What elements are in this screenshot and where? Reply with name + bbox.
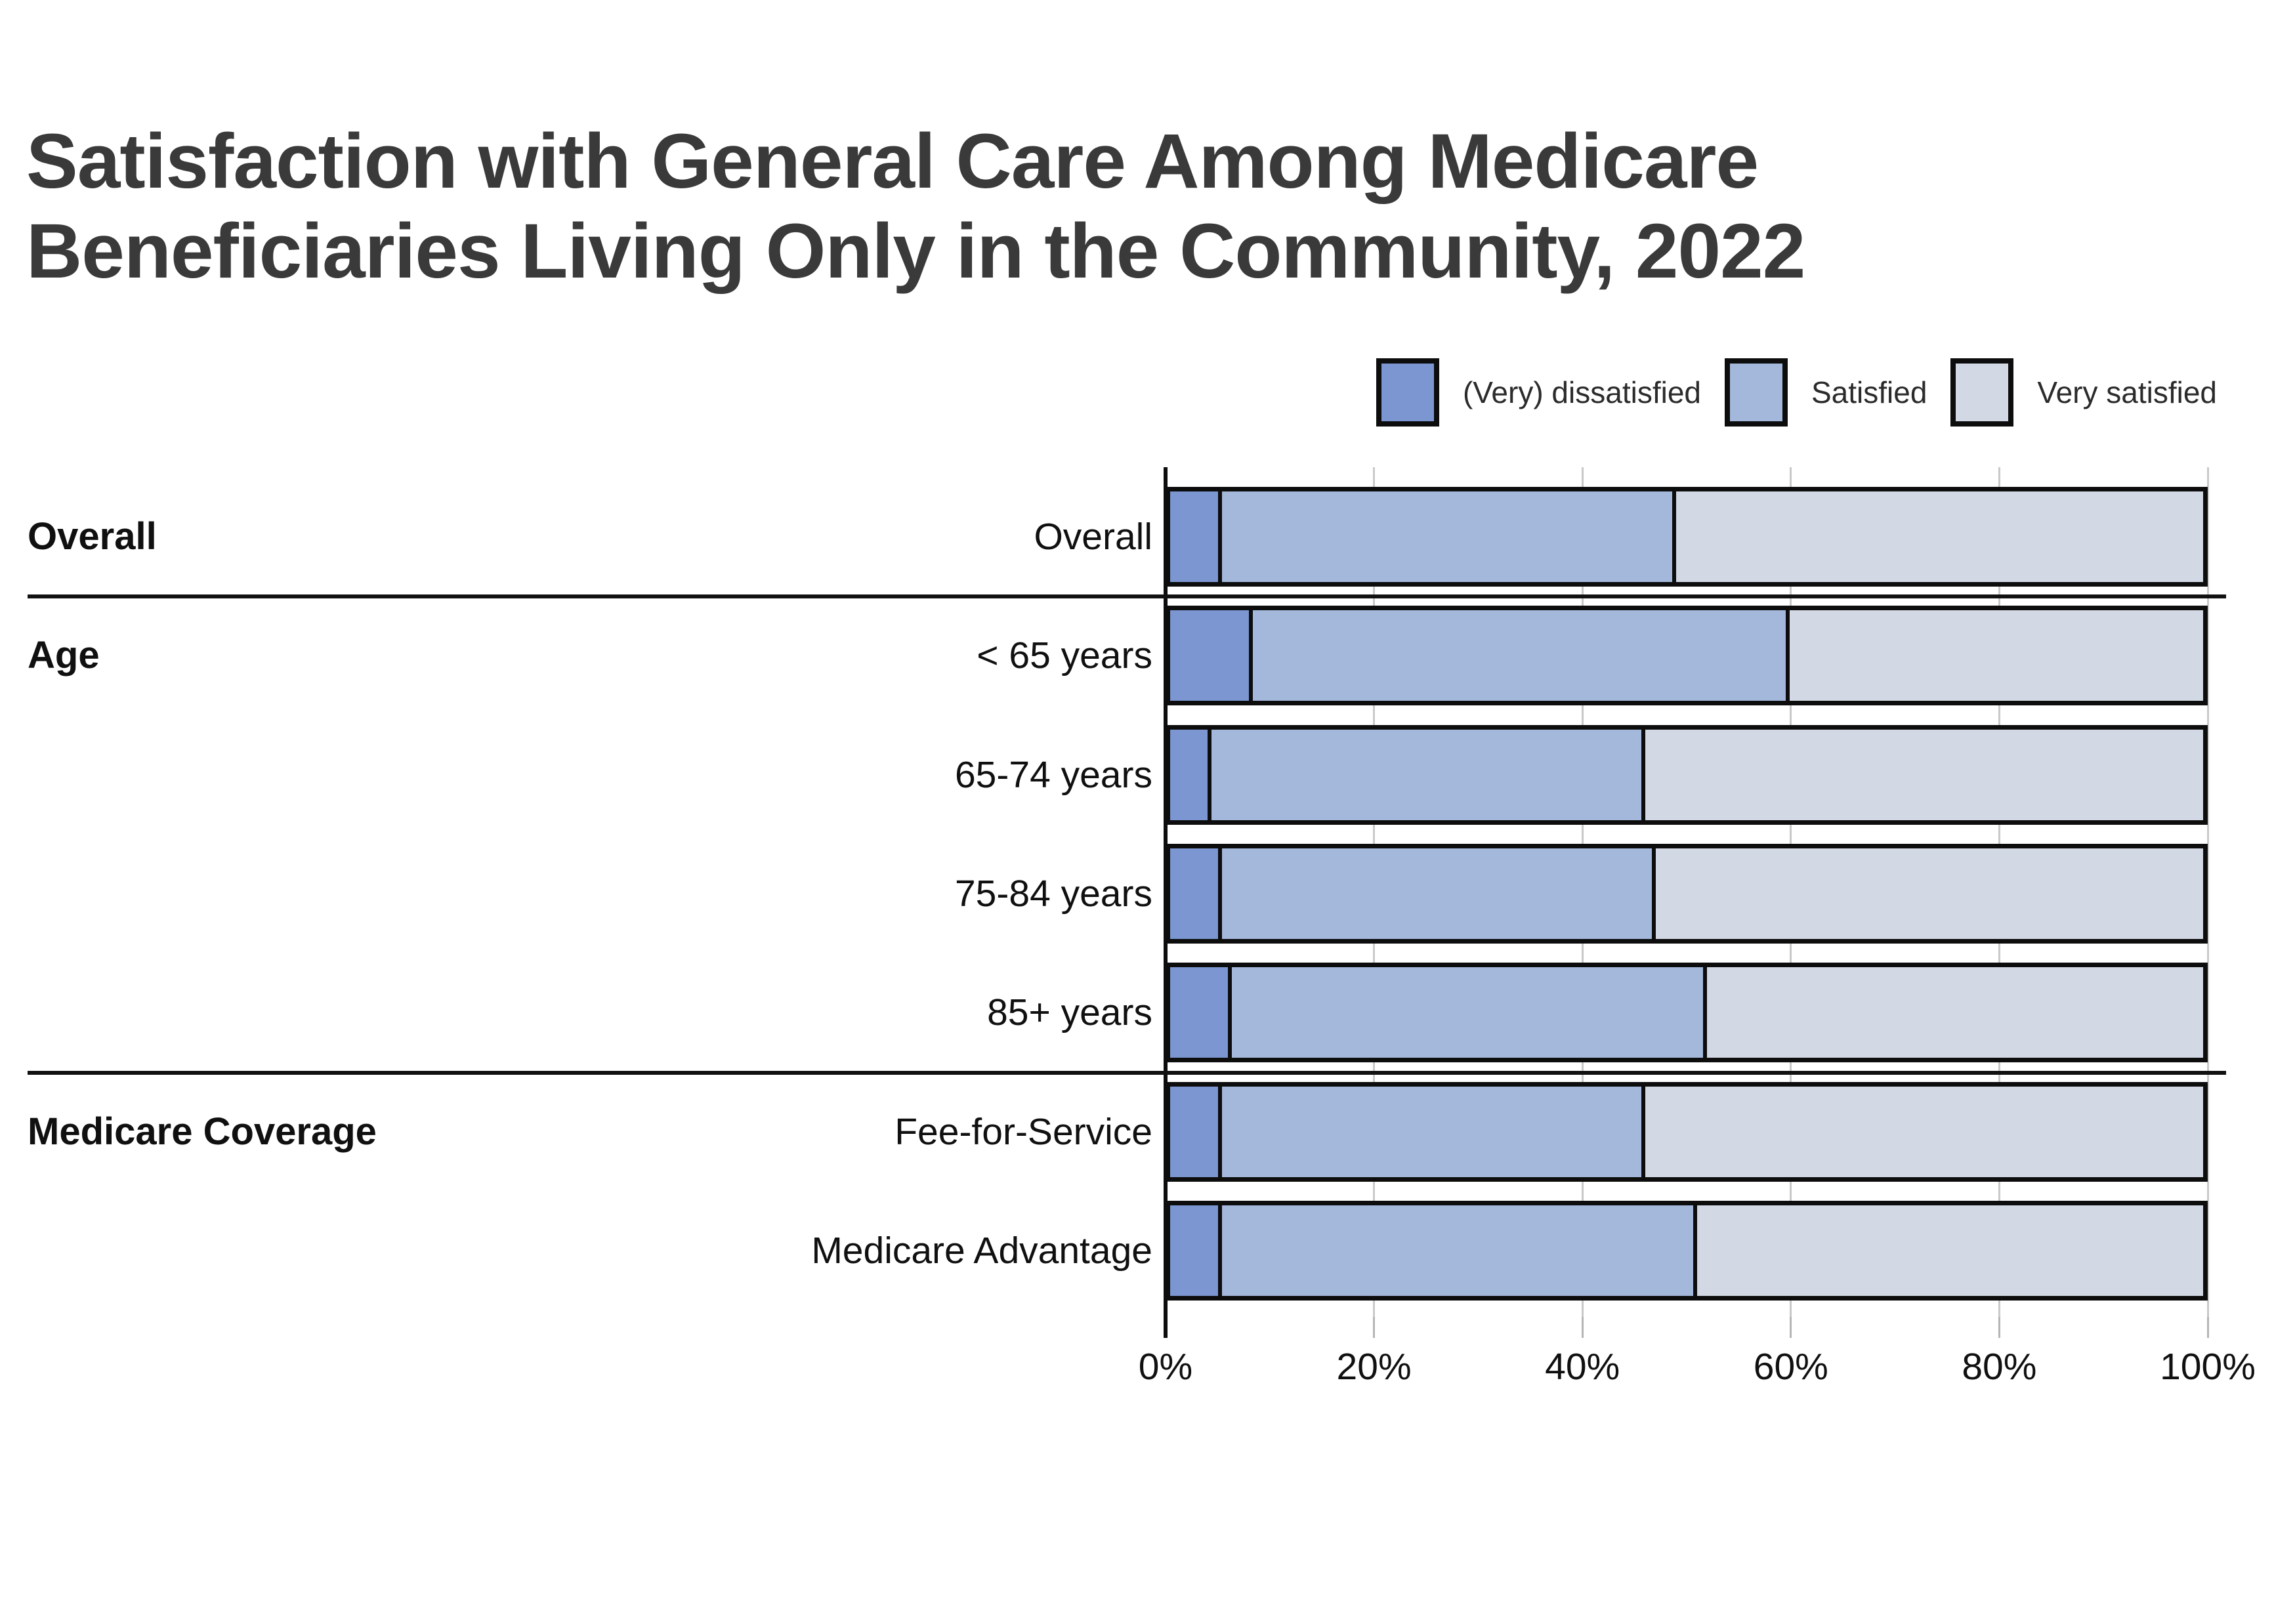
- bar-segment-very-satisfied: [1645, 730, 2203, 820]
- bar-segment-very-dissatisfied: [1170, 610, 1253, 701]
- bar-segment-satisfied: [1221, 1087, 1646, 1177]
- legend: (Very) dissatisfied Satisfied Very satisfi…: [1376, 358, 2217, 427]
- bar-segment-very-satisfied: [1790, 610, 2203, 701]
- x-tick-label: 80%: [1962, 1346, 2037, 1388]
- group-label-age: Age: [28, 634, 100, 677]
- bar-segment-satisfied: [1221, 1205, 1697, 1296]
- legend-label: Satisfied: [1811, 375, 1927, 409]
- x-tick-label: 20%: [1336, 1346, 1412, 1388]
- bar-segment-very-satisfied: [1645, 1087, 2203, 1177]
- bar-segment-very-dissatisfied: [1170, 730, 1211, 820]
- group-label-overall: Overall: [28, 515, 157, 558]
- legend-item-very-dissatisfied: (Very) dissatisfied: [1376, 358, 1701, 427]
- x-tick-label: 40%: [1545, 1346, 1620, 1388]
- category-label-65-years: < 65 years: [977, 635, 1152, 677]
- category-label-fee-for-service: Fee-for-Service: [895, 1111, 1152, 1153]
- legend-swatch-satisfied: [1724, 358, 1788, 427]
- category-label-85-years: 85+ years: [987, 991, 1152, 1033]
- bar-segment-very-satisfied: [1676, 491, 2203, 582]
- legend-item-very-satisfied: Very satisfied: [1950, 358, 2217, 427]
- bar-segment-satisfied: [1221, 848, 1656, 939]
- axis-tick: [1373, 1317, 1376, 1338]
- bar-segment-satisfied: [1232, 967, 1708, 1058]
- group-label-medicare-coverage: Medicare Coverage: [28, 1110, 377, 1153]
- bar-row-overall: [1166, 487, 2208, 587]
- bar-row-fee-for-service: [1166, 1082, 2208, 1182]
- axis-tick: [1581, 1317, 1584, 1338]
- bar-row-65-years: [1166, 606, 2208, 705]
- bar-segment-very-dissatisfied: [1170, 848, 1222, 939]
- legend-label: Very satisfied: [2037, 375, 2217, 409]
- legend-swatch-very-satisfied: [1950, 358, 2014, 427]
- bar-row-75-84-years: [1166, 844, 2208, 944]
- axis-tick: [1998, 1317, 2000, 1338]
- chart-title: Satisfaction with General Care Among Med…: [26, 118, 1805, 295]
- x-tick-label: 100%: [2160, 1346, 2256, 1388]
- bar-segment-very-satisfied: [1655, 848, 2203, 939]
- bar-segment-very-dissatisfied: [1170, 491, 1222, 582]
- category-label-overall: Overall: [1034, 516, 1152, 558]
- category-label-medicare-advantage: Medicare Advantage: [811, 1230, 1152, 1272]
- category-label-75-84-years: 75-84 years: [954, 873, 1152, 915]
- x-tick-label: 0%: [1138, 1346, 1193, 1388]
- bar-row-85-years: [1166, 963, 2208, 1062]
- category-label-65-74-years: 65-74 years: [954, 754, 1152, 796]
- bar-row-medicare-advantage: [1166, 1201, 2208, 1301]
- legend-swatch-very-dissatisfied: [1376, 358, 1439, 427]
- axis-tick: [1790, 1317, 1792, 1338]
- bar-segment-very-satisfied: [1696, 1205, 2203, 1296]
- axis-tick: [2206, 1317, 2209, 1338]
- bar-segment-satisfied: [1211, 730, 1646, 820]
- group-separator: [28, 1071, 2226, 1075]
- x-tick-label: 60%: [1753, 1346, 1828, 1388]
- bar-segment-satisfied: [1252, 610, 1790, 701]
- bar-segment-very-satisfied: [1707, 967, 2203, 1058]
- bar-row-65-74-years: [1166, 725, 2208, 825]
- bar-segment-very-dissatisfied: [1170, 1205, 1222, 1296]
- legend-item-satisfied: Satisfied: [1724, 358, 1927, 427]
- bar-segment-satisfied: [1221, 491, 1677, 582]
- legend-label: (Very) dissatisfied: [1462, 375, 1701, 409]
- gridline: [2206, 467, 2209, 1317]
- group-separator: [28, 594, 2226, 598]
- bar-segment-very-dissatisfied: [1170, 1087, 1222, 1177]
- bar-segment-very-dissatisfied: [1170, 967, 1232, 1058]
